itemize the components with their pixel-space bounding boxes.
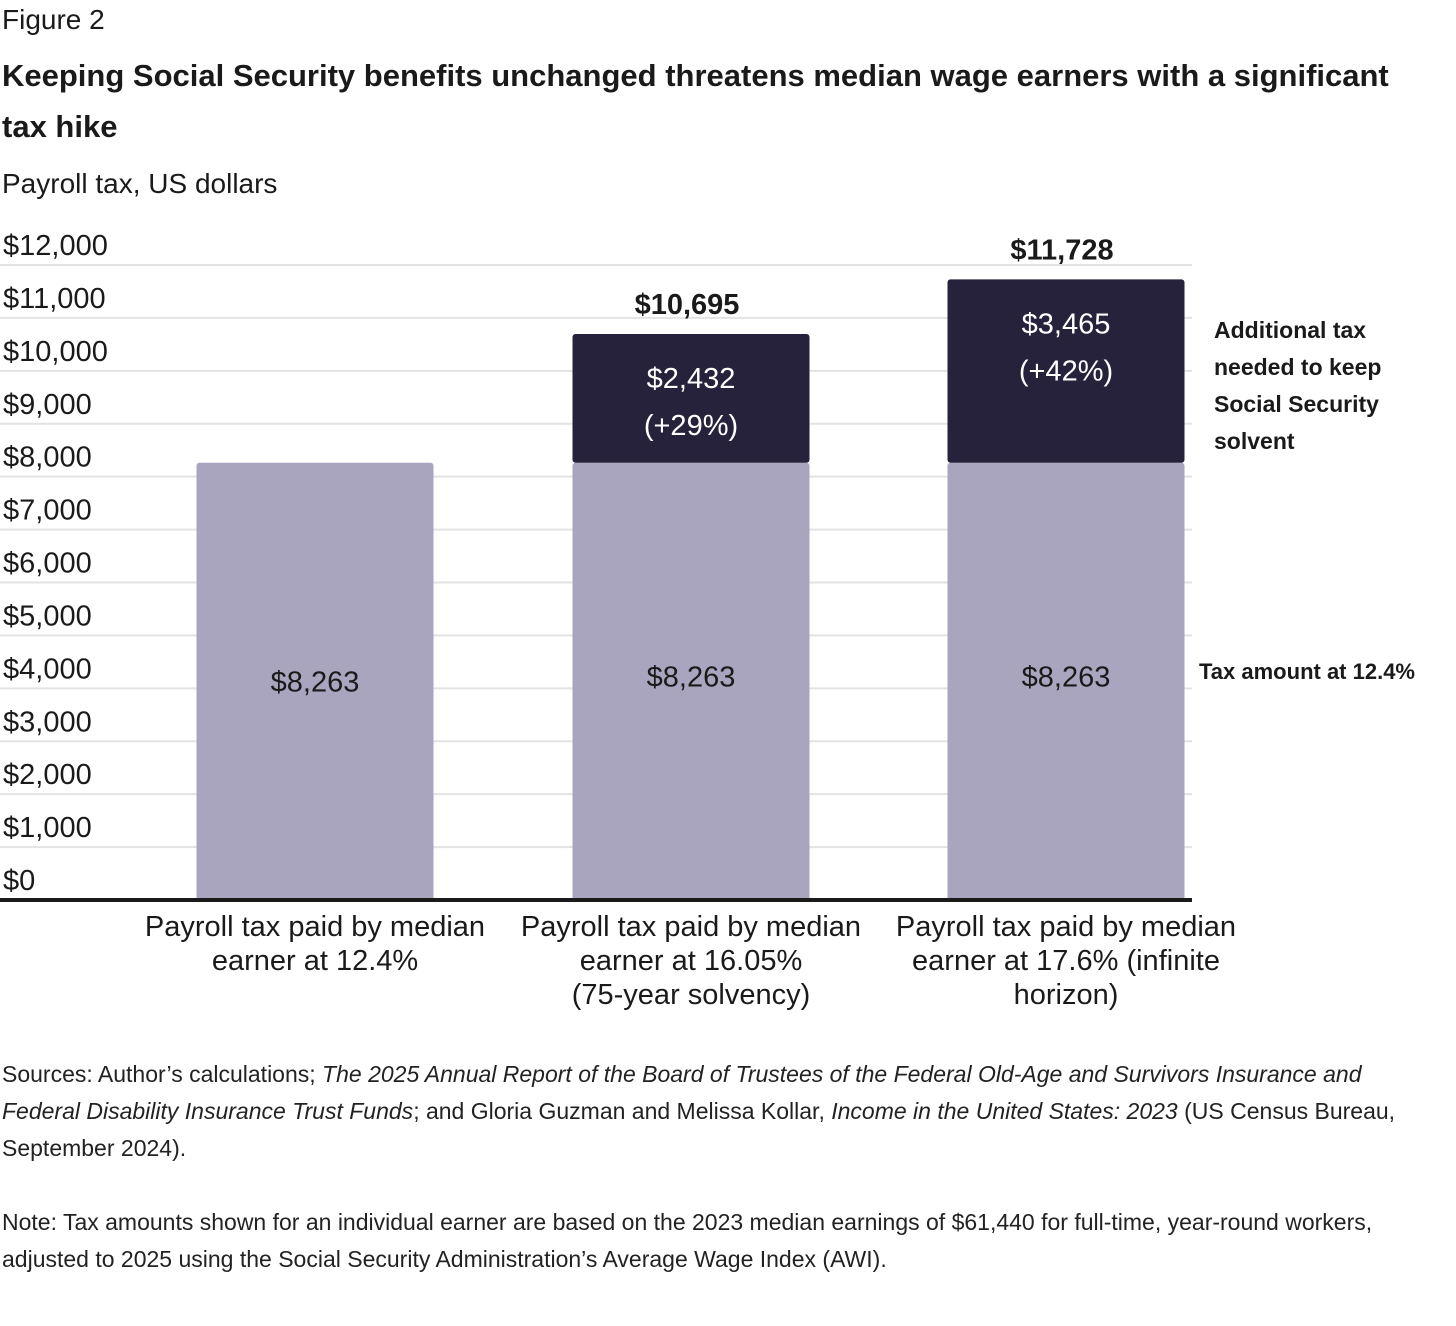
y-tick-label: $3,000 — [3, 706, 92, 738]
y-tick-label: $5,000 — [3, 600, 92, 632]
x-category-label: earner at 12.4% — [212, 945, 418, 977]
y-tick-label: $2,000 — [3, 759, 92, 791]
legend-additional-tax: solvent — [1214, 428, 1295, 454]
bar-base-12-4-percent — [572, 462, 810, 900]
x-category-label: Payroll tax paid by median — [521, 911, 861, 943]
sources-text: Sources: Author’s calculations; The 2025… — [2, 1056, 1432, 1167]
x-category-label: (75-year solvency) — [572, 979, 811, 1011]
bar-additional-percent-label: (+29%) — [644, 410, 738, 442]
bar-base-value-label: $8,263 — [647, 661, 736, 693]
legend-additional-tax: needed to keep — [1214, 354, 1381, 380]
sources-prefix: Sources: Author’s calculations; — [2, 1061, 323, 1087]
bar-additional-tax — [947, 279, 1185, 463]
y-tick-label: $7,000 — [3, 495, 92, 527]
figure-label: Figure 2 — [2, 4, 105, 35]
legend-additional-tax: Social Security — [1214, 391, 1379, 417]
x-category-label: earner at 17.6% (infinite — [912, 945, 1220, 977]
sources-middle: ; and Gloria Guzman and Melissa Kollar, — [413, 1098, 832, 1124]
bar-base-12-4-percent — [947, 462, 1185, 900]
bar-base-value-label: $8,263 — [271, 666, 360, 698]
bar-total-label: $11,728 — [1010, 234, 1113, 266]
legend-additional-tax: Additional tax — [1214, 317, 1366, 343]
y-tick-label: $9,000 — [3, 389, 92, 421]
y-tick-label: $12,000 — [3, 230, 108, 262]
y-tick-label: $1,000 — [3, 812, 92, 844]
bar-additional-value-label: $3,465 — [1022, 308, 1111, 340]
sources-report-title: The 2025 Annual Report of the Board of T… — [2, 1061, 1362, 1124]
x-category-label: earner at 16.05% — [580, 945, 802, 977]
bar-additional-tax — [572, 334, 810, 463]
bar-chart: $0 $1,000 $2,000 $3,000 $4,000 $5,000 $6,000 $7… — [0, 230, 1415, 1011]
x-category-label: horizon) — [1014, 979, 1119, 1011]
y-tick-label: $6,000 — [3, 548, 92, 580]
note-text: Note: Tax amounts shown for an individua… — [2, 1209, 1373, 1272]
bar-additional-percent-label: (+42%) — [1019, 355, 1113, 387]
y-tick-label: $11,000 — [3, 283, 106, 315]
y-axis-unit-label: Payroll tax, US dollars — [2, 168, 278, 199]
x-category-label: Payroll tax paid by median — [145, 911, 485, 943]
sources-census-title: Income in the United States: 2023 — [831, 1098, 1178, 1124]
sources-suffix: (US Census Bureau, September 2024). — [2, 1098, 1396, 1161]
x-category-label: Payroll tax paid by median — [896, 911, 1236, 943]
y-tick-label: $0 — [3, 865, 35, 897]
bar-base-12-4-percent — [196, 462, 434, 900]
y-tick-label: $4,000 — [3, 653, 92, 685]
bar-total-label: $10,695 — [635, 289, 740, 321]
chart-title: Keeping Social Security benefits unchang… — [2, 58, 1389, 144]
y-tick-label: $8,000 — [3, 442, 92, 474]
y-tick-label: $10,000 — [3, 336, 108, 368]
legend-base-tax: Tax amount at 12.4% — [1199, 659, 1415, 684]
bar-base-value-label: $8,263 — [1022, 661, 1111, 693]
bar-additional-value-label: $2,432 — [647, 363, 736, 395]
